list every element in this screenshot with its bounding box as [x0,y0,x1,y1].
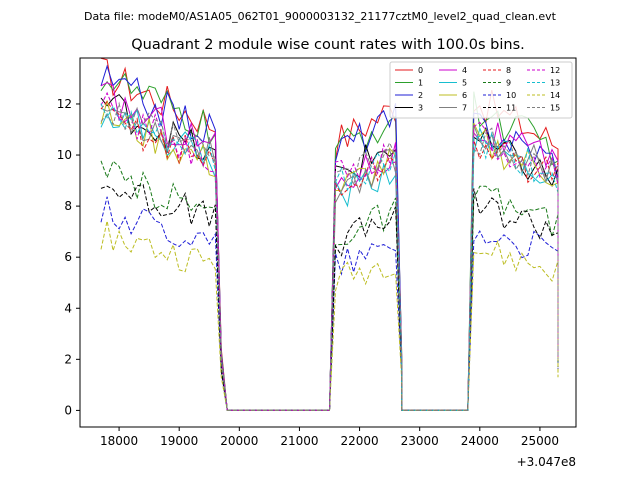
series-line-14 [100,220,559,411]
legend-label-3: 3 [418,104,423,113]
legend-label-14: 14 [550,91,560,100]
y-tick-label: 0 [64,403,72,417]
x-tick-label: 25000 [521,434,559,448]
x-tick-label: 19000 [160,434,198,448]
legend-label-4: 4 [462,66,467,75]
legend-label-6: 6 [462,91,467,100]
y-tick-label: 2 [64,352,72,366]
legend-box [389,61,573,119]
y-tick-label: 12 [57,97,72,111]
series-line-12 [100,91,559,411]
x-tick-label: 23000 [401,434,439,448]
series-line-10 [100,196,559,411]
y-tick-label: 10 [57,148,72,162]
legend-label-9: 9 [506,79,511,88]
y-axis: 0 2 4 6 8 10 12 [57,97,80,417]
plot-lines [100,57,559,411]
legend-label-12: 12 [550,66,560,75]
legend-label-8: 8 [506,66,511,75]
legend-label-2: 2 [418,91,423,100]
series-line-4 [100,82,559,411]
plot-area-frame [79,57,577,428]
x-tick-label: 22000 [340,434,378,448]
x-tick-label: 21000 [280,434,318,448]
x-tick-label: 18000 [100,434,138,448]
series-line-1 [100,72,559,411]
x-offset-label: +3.047e8 [517,455,576,469]
legend-label-1: 1 [418,79,423,88]
legend-label-0: 0 [418,66,423,75]
legend-label-10: 10 [506,91,516,100]
series-line-6 [100,100,559,411]
series-line-2 [100,64,559,411]
chart-title: Quadrant 2 module wise count rates with … [131,37,525,53]
legend-label-5: 5 [462,79,467,88]
x-tick-label: 24000 [461,434,499,448]
legend-label-15: 15 [550,104,560,113]
x-axis: 18000 19000 20000 21000 22000 23000 24000 25000 [100,427,559,448]
y-tick-label: 8 [64,199,72,213]
series-line-9 [100,160,559,411]
data-file-label: Data file: modeM0/AS1A05_062T01_90000031… [84,10,557,23]
legend-label-7: 7 [462,104,467,113]
series-line-7 [100,107,559,411]
x-tick-label: 20000 [220,434,258,448]
legend-label-11: 11 [506,104,516,113]
y-tick-label: 6 [64,250,72,264]
series-line-15 [100,101,559,411]
legend-label-13: 13 [550,79,560,88]
series-line-11 [100,184,559,411]
y-tick-label: 4 [64,301,72,315]
series-line-8 [100,100,559,411]
